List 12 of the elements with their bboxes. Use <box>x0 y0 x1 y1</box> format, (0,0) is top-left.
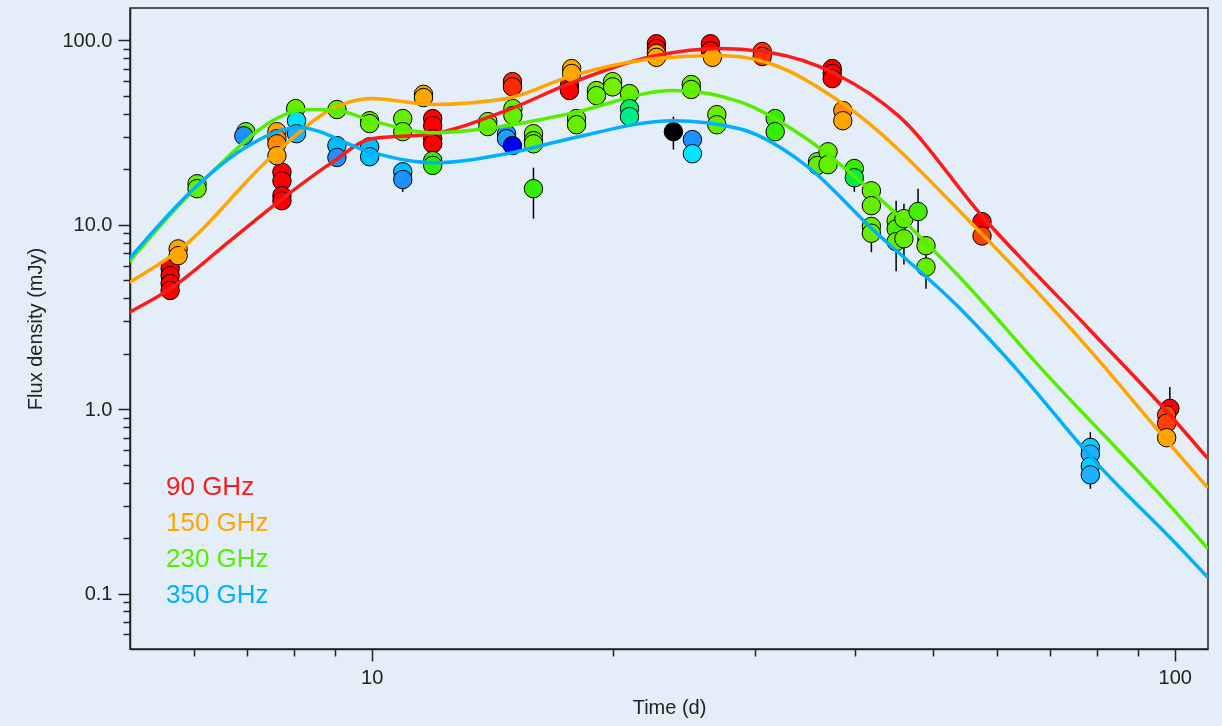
text: 150 GHz <box>166 507 269 537</box>
text: 350 GHz <box>166 579 269 609</box>
text: 230 GHz <box>166 543 269 573</box>
y-tick-label: 10.0 <box>73 213 113 236</box>
x-tick-label: 10 <box>361 665 384 688</box>
x-axis-title: Time (d) <box>632 695 707 718</box>
y-tick-label: 1.0 <box>84 397 113 420</box>
y-tick-label: 0.1 <box>84 582 113 605</box>
y-tick-label: 100.0 <box>62 28 113 51</box>
text: 90 GHz <box>166 471 255 501</box>
y-axis-title: Flux density (mJy) <box>24 247 47 411</box>
x-tick-label: 100 <box>1158 665 1192 688</box>
